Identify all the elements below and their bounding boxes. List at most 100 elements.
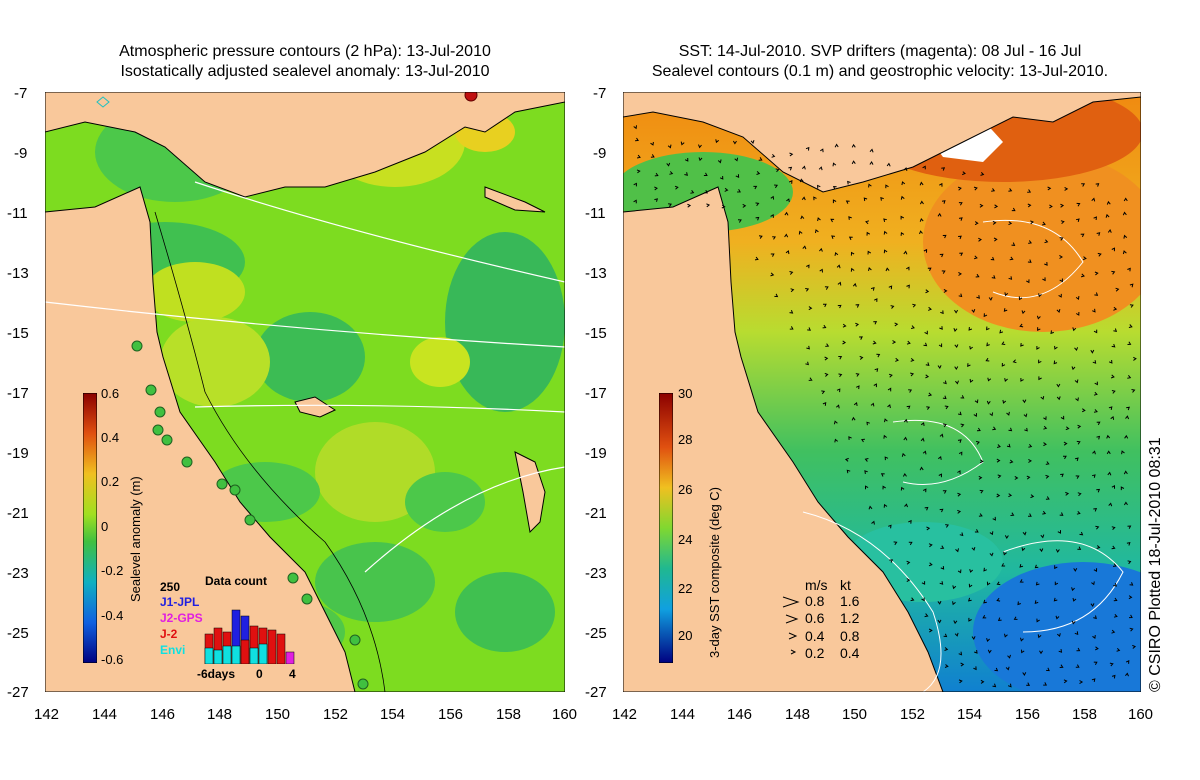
velocity-arrow <box>1091 474 1096 478</box>
series-envi: Envi <box>160 643 186 657</box>
velocity-arrow <box>774 293 779 298</box>
velocity-arrow <box>971 636 976 640</box>
velocity-arrow <box>704 189 709 194</box>
velocity-arrow <box>1093 507 1098 512</box>
velocity-arrow <box>815 229 819 234</box>
velocity-arrow <box>872 340 877 345</box>
velocity-arrow <box>1091 581 1095 586</box>
velocity-arrow <box>993 237 998 242</box>
velocity-arrow <box>1111 343 1116 348</box>
velocity-arrow <box>833 420 838 425</box>
velocity-arrow <box>882 485 886 490</box>
velocity-arrow <box>633 125 637 130</box>
velocity-arrow <box>785 250 790 255</box>
velocity-arrow <box>938 456 942 460</box>
velocity-arrow <box>1092 308 1096 313</box>
velocity-arrow <box>955 380 959 385</box>
velocity-arrow <box>855 322 860 327</box>
sealevel-colorbar <box>83 393 97 663</box>
velocity-arrow <box>892 340 897 345</box>
velocity-arrow <box>1095 525 1100 530</box>
velocity-arrow <box>1074 631 1079 636</box>
velocity-arrow <box>973 186 978 191</box>
velocity-arrow <box>886 162 891 167</box>
sla-tick-6: -0.6 <box>101 652 124 667</box>
velocity-arrow <box>1053 597 1058 602</box>
left-lon-label: 154 <box>380 706 406 723</box>
velocity-arrow <box>1112 563 1117 567</box>
velocity-arrow <box>1127 374 1132 379</box>
velocity-arrow <box>906 405 911 410</box>
left-lat-label: -7 <box>14 85 28 102</box>
velocity-arrow <box>991 188 996 192</box>
velocity-arrow <box>837 281 842 286</box>
velocity-arrow <box>1121 450 1125 455</box>
velocity-arrow <box>1020 637 1024 642</box>
velocity-arrow <box>1075 664 1080 668</box>
velocity-arrow <box>987 377 992 382</box>
velocity-arrow <box>801 165 806 170</box>
velocity-arrow <box>958 651 963 656</box>
velocity-arrow <box>1127 267 1131 272</box>
velocity-arrow <box>1019 563 1024 568</box>
data-count-xlabel-end: 4 <box>289 667 296 681</box>
speed-legend-row-3-kt: 0.8 <box>840 628 860 644</box>
right-lon-label: 160 <box>1128 706 1154 723</box>
velocity-arrow <box>921 597 925 602</box>
velocity-arrow <box>1043 682 1048 686</box>
velocity-arrow <box>754 256 759 261</box>
velocity-arrow <box>1093 329 1098 334</box>
data-count-max: 250 <box>160 580 181 594</box>
velocity-arrow <box>1021 310 1026 315</box>
velocity-arrow <box>687 203 692 208</box>
velocity-arrow <box>835 404 840 409</box>
velocity-arrow <box>974 221 979 226</box>
velocity-arrow <box>824 286 829 290</box>
velocity-arrow <box>808 377 813 381</box>
velocity-arrow <box>989 552 994 557</box>
velocity-arrow <box>953 620 958 625</box>
velocity-arrow <box>958 271 962 276</box>
velocity-arrow <box>1008 493 1013 498</box>
velocity-arrow <box>924 613 929 618</box>
velocity-arrow <box>1075 218 1080 223</box>
velocity-arrow <box>1056 633 1061 638</box>
right-lon-label: 144 <box>670 706 696 723</box>
velocity-arrow <box>1129 304 1134 308</box>
velocity-arrow <box>996 597 1001 602</box>
left-lon-label: 146 <box>150 706 176 723</box>
velocity-arrow <box>992 220 997 225</box>
velocity-arrow <box>1006 443 1011 448</box>
velocity-arrow <box>928 543 933 548</box>
velocity-arrow <box>1036 346 1040 350</box>
velocity-arrow <box>1008 221 1013 226</box>
velocity-arrow <box>864 458 869 462</box>
velocity-arrow <box>654 186 658 191</box>
velocity-arrow <box>869 161 874 165</box>
left-lon-label: 148 <box>207 706 233 723</box>
velocity-arrow <box>1020 378 1024 382</box>
velocity-arrow <box>650 141 654 146</box>
velocity-arrow <box>903 418 908 423</box>
left-title-line2: Isostatically adjusted sealevel anomaly:… <box>120 63 490 80</box>
right-lon-label: 148 <box>785 706 811 723</box>
velocity-arrow <box>1022 531 1027 536</box>
velocity-arrow <box>737 189 741 193</box>
velocity-arrow <box>1080 233 1085 238</box>
speed-legend-kt-header: kt <box>840 577 851 593</box>
velocity-arrow <box>1028 458 1032 463</box>
velocity-arrow <box>633 182 637 187</box>
left-lon-label: 158 <box>496 706 522 723</box>
velocity-arrow <box>834 143 839 148</box>
velocity-arrow <box>635 137 639 142</box>
left-lat-label: -21 <box>7 505 29 522</box>
right-lat-label: -19 <box>585 445 607 462</box>
velocity-arrow <box>1039 650 1044 655</box>
velocity-arrow <box>855 304 860 308</box>
velocity-arrow <box>1042 510 1047 515</box>
velocity-arrow <box>750 140 755 144</box>
velocity-arrow <box>1054 345 1058 350</box>
velocity-arrow <box>939 182 943 187</box>
left-lat-label: -11 <box>7 205 28 222</box>
velocity-arrow <box>974 649 978 654</box>
